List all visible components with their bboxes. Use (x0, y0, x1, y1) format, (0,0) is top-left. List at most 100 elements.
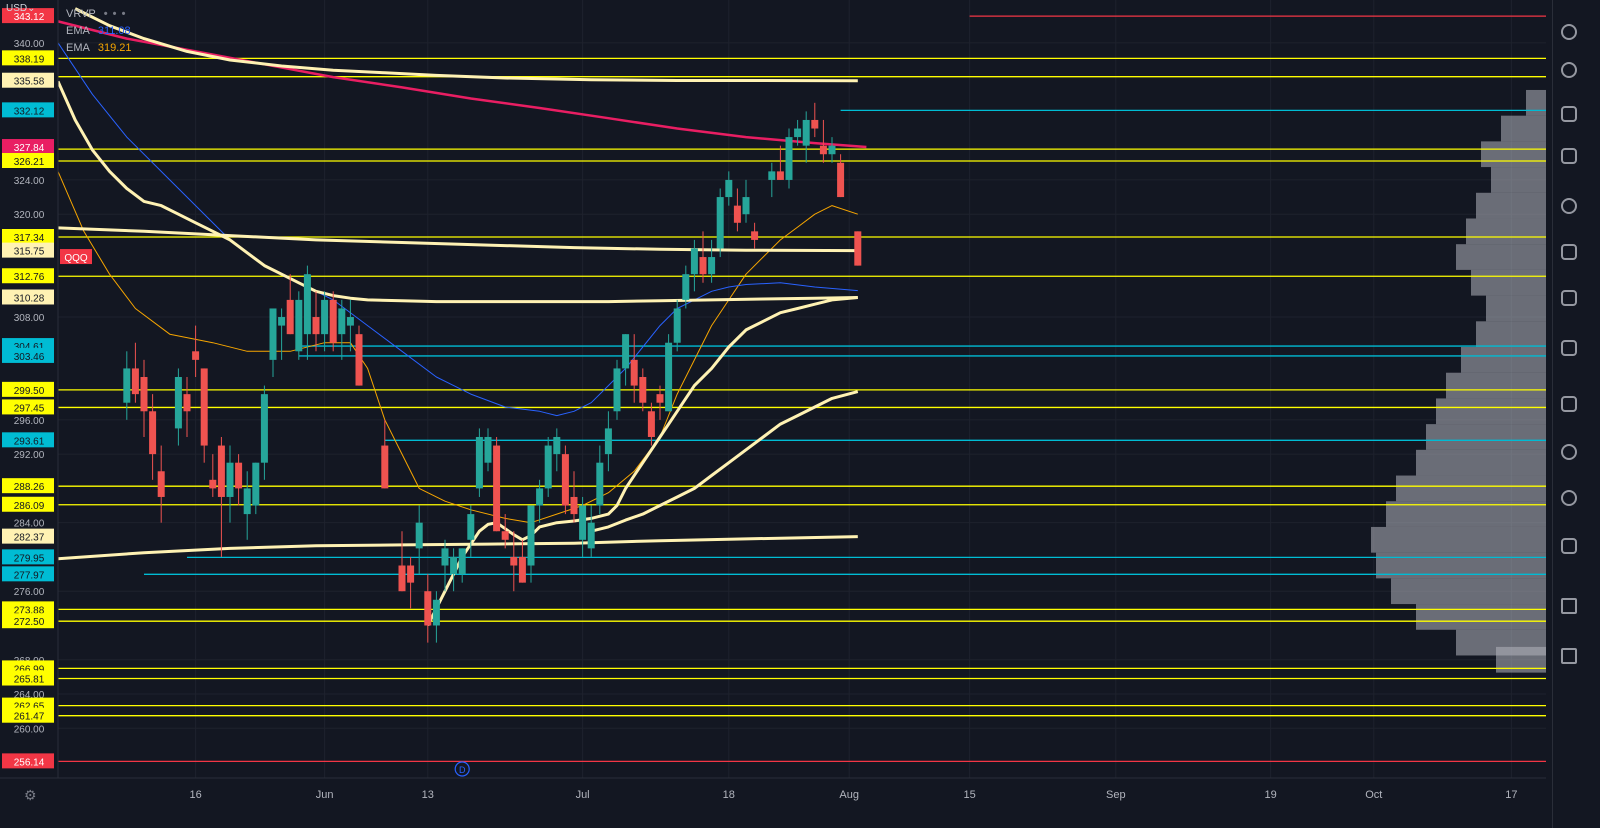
candle-up (596, 445, 604, 515)
streams-icon[interactable] (1561, 444, 1577, 460)
candle-up (742, 179, 750, 223)
legend-ema-2-name[interactable]: EMA (66, 42, 90, 54)
symbol-tag-box (60, 249, 92, 265)
candle-body (819, 145, 827, 155)
candle-body (200, 368, 208, 446)
time-axis-tick: 19 (1264, 789, 1276, 801)
candle-body (751, 231, 759, 240)
price-label-box (2, 8, 54, 24)
alarm-clock-icon[interactable] (1561, 24, 1577, 40)
candle-up (303, 265, 311, 360)
price-label-box (2, 289, 54, 305)
right-toolbar (1552, 0, 1600, 828)
time-axis-tick: Aug (839, 789, 859, 801)
price-label-box (2, 670, 54, 686)
currency-label[interactable]: USD (6, 3, 28, 14)
price-label: 265.81 (14, 675, 45, 686)
moving-average-line (57, 171, 858, 524)
price-label-box (2, 381, 54, 397)
calendar-icon[interactable] (1561, 244, 1577, 260)
volume-profile-bar (1371, 526, 1546, 553)
chat-icon[interactable] (1561, 340, 1577, 356)
candle-body (192, 351, 200, 360)
candle-body (355, 334, 363, 386)
candle-body (493, 445, 501, 532)
news-icon[interactable] (1561, 198, 1577, 214)
trend-icon[interactable] (1561, 598, 1577, 614)
candle-up (243, 471, 251, 540)
candle-down (209, 454, 217, 497)
price-label: 338.19 (14, 54, 45, 65)
clock-icon[interactable] (1561, 62, 1577, 78)
candle-body (321, 299, 329, 335)
volume-profile-bar (1466, 218, 1546, 245)
candle-body (123, 368, 131, 403)
price-label: 277.97 (14, 570, 45, 581)
legend-row-ema-2[interactable]: EMA 319.21 (66, 40, 132, 57)
candle-up (338, 299, 346, 360)
help-icon[interactable] (1561, 490, 1577, 506)
notifications-icon[interactable] (1561, 538, 1577, 554)
time-axis-tick: 17 (1505, 789, 1517, 801)
candle-up (716, 188, 724, 258)
candle-body (226, 462, 234, 497)
candle-body (854, 231, 862, 266)
data-window-icon[interactable] (1561, 290, 1577, 306)
price-label: 327.84 (14, 143, 45, 154)
candle-body (656, 394, 664, 403)
legend-row-ema-1[interactable]: EMA 311.08 (66, 23, 132, 40)
candle-body (561, 454, 569, 506)
candle-up (321, 291, 329, 352)
candle-body (837, 162, 845, 198)
volume-profile-bar (1476, 321, 1546, 348)
currency-selector[interactable]: USD⌄ (6, 3, 36, 14)
legend-vrvp-name[interactable]: VRVP (66, 8, 96, 20)
candle-body (338, 308, 346, 335)
price-label-box (2, 399, 54, 415)
candle-down (733, 188, 741, 232)
legend-row-vrvp[interactable]: VRVP • • • (66, 6, 132, 23)
candle-up (622, 334, 630, 386)
price-axis-tick: 260.00 (14, 724, 45, 735)
candle-body (587, 522, 595, 549)
candle-body (131, 368, 139, 395)
candle-up (682, 265, 690, 309)
candle-up (673, 299, 681, 352)
price-label: 303.46 (14, 352, 45, 363)
candle-body (510, 556, 518, 566)
dividend-marker[interactable]: D (454, 761, 470, 777)
symbol-tag: QQQ (64, 253, 88, 264)
candle-body (441, 548, 449, 566)
ideas-icon[interactable] (1561, 396, 1577, 412)
candle-body (217, 445, 225, 497)
gear-icon[interactable]: ⚙ (24, 787, 37, 803)
volume-profile-bar (1501, 115, 1546, 142)
legend-ema-1-name[interactable]: EMA (66, 25, 90, 37)
candle-body (776, 171, 784, 180)
candle-down (751, 222, 759, 249)
candle-body (716, 197, 724, 249)
candle-body (243, 488, 251, 515)
candle-up (441, 539, 449, 592)
moving-average-line (74, 7, 858, 83)
dom-icon[interactable] (1561, 648, 1577, 664)
candle-up (579, 496, 587, 557)
candle-body (828, 145, 836, 155)
watchlist-icon[interactable] (1561, 106, 1577, 122)
price-label: 286.09 (14, 501, 45, 512)
price-axis-tick: 340.00 (14, 39, 45, 50)
crosshair-icon[interactable] (1561, 148, 1577, 164)
price-label-box (2, 496, 54, 512)
price-label: 326.21 (14, 157, 45, 168)
candle-up (484, 428, 492, 472)
price-label-box (2, 549, 54, 565)
candle-body (183, 394, 191, 412)
candle-up (467, 505, 475, 557)
candle-body (286, 299, 294, 335)
dividend-label: D (459, 765, 466, 775)
candle-down (518, 539, 526, 583)
more-options-icon[interactable]: • • • (103, 8, 127, 20)
volume-profile-bar (1486, 295, 1546, 322)
candle-up (458, 548, 466, 583)
